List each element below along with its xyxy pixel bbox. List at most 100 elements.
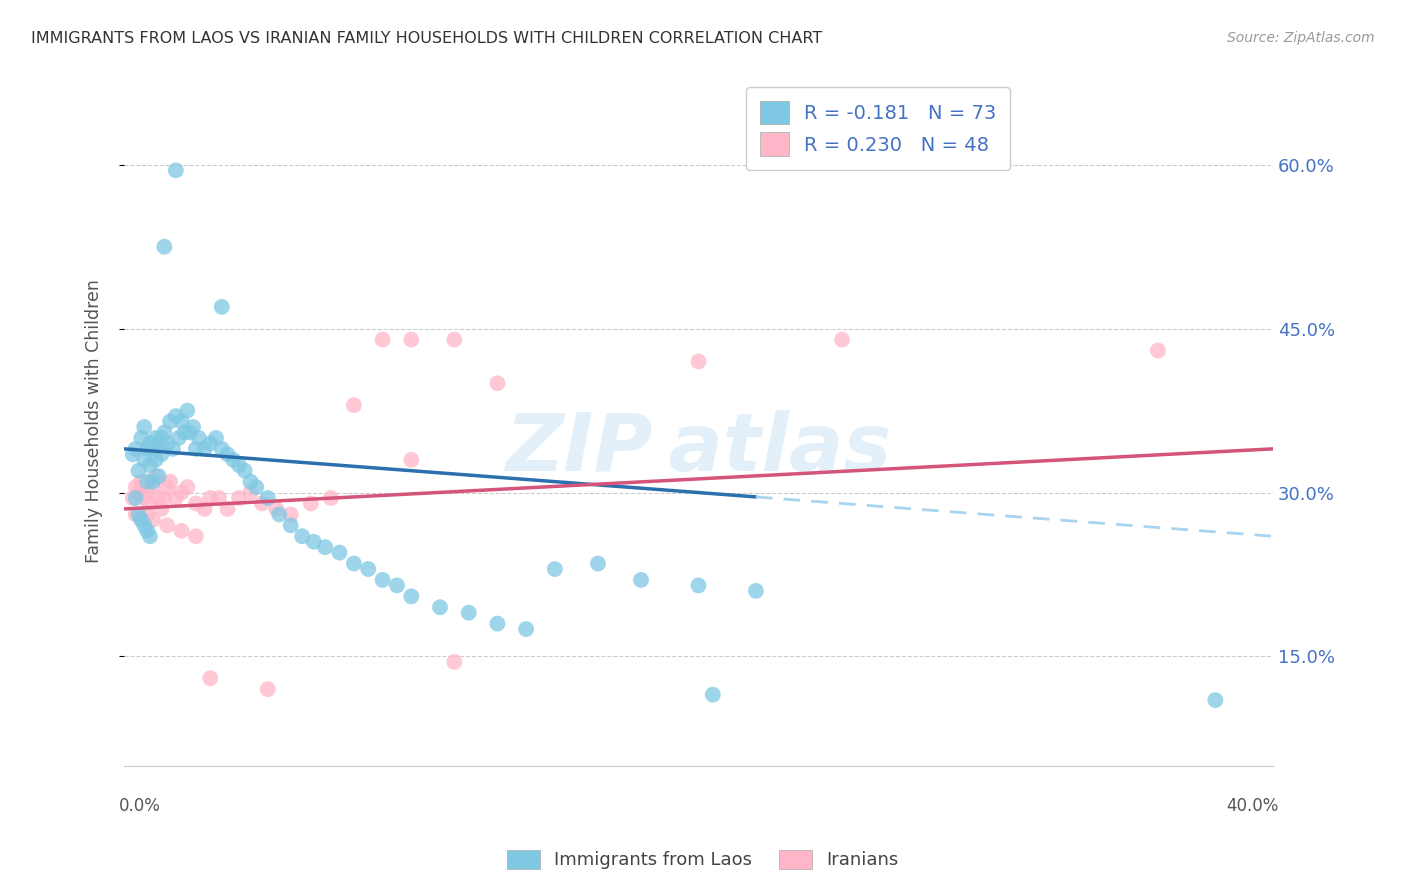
Point	[165, 163, 187, 178]
Point	[357, 562, 380, 576]
Point	[134, 420, 156, 434]
Point	[269, 508, 291, 522]
Point	[630, 573, 652, 587]
Point	[136, 475, 159, 489]
Point	[233, 464, 256, 478]
Point	[401, 333, 423, 347]
Point	[128, 464, 150, 478]
Point	[702, 688, 724, 702]
Point	[401, 452, 423, 467]
Point	[153, 425, 176, 440]
Point	[486, 616, 509, 631]
Point	[142, 475, 165, 489]
Point	[688, 578, 710, 592]
Point	[159, 475, 181, 489]
Point	[443, 333, 465, 347]
Point	[211, 300, 233, 314]
Point	[142, 480, 165, 494]
Point	[124, 480, 146, 494]
Point	[193, 502, 215, 516]
Point	[139, 458, 162, 473]
Point	[173, 425, 195, 440]
Point	[401, 590, 423, 604]
Point	[170, 415, 193, 429]
Point	[162, 442, 184, 456]
Point	[121, 491, 143, 505]
Point	[153, 240, 176, 254]
Point	[165, 409, 187, 423]
Point	[200, 671, 222, 685]
Point	[148, 491, 170, 505]
Point	[200, 436, 222, 450]
Point	[139, 529, 162, 543]
Point	[302, 534, 325, 549]
Point	[205, 431, 228, 445]
Point	[184, 442, 207, 456]
Point	[256, 682, 278, 697]
Point	[385, 578, 408, 592]
Point	[314, 540, 336, 554]
Point	[181, 420, 204, 434]
Point	[515, 622, 537, 636]
Point	[217, 447, 239, 461]
Point	[319, 491, 342, 505]
Point	[343, 398, 366, 412]
Point	[200, 491, 222, 505]
Point	[222, 452, 245, 467]
Point	[179, 425, 201, 440]
Point	[165, 491, 187, 505]
Point	[184, 496, 207, 510]
Point	[429, 600, 451, 615]
Point	[124, 508, 146, 522]
Point	[148, 469, 170, 483]
Point	[250, 496, 273, 510]
Legend: R = -0.181   N = 73, R = 0.230   N = 48: R = -0.181 N = 73, R = 0.230 N = 48	[747, 87, 1011, 169]
Legend: Immigrants from Laos, Iranians: Immigrants from Laos, Iranians	[498, 841, 908, 879]
Point	[688, 354, 710, 368]
Point	[124, 442, 146, 456]
Point	[187, 431, 209, 445]
Point	[586, 557, 609, 571]
Point	[156, 518, 179, 533]
Point	[131, 513, 153, 527]
Point	[150, 447, 173, 461]
Point	[156, 436, 179, 450]
Point	[256, 491, 278, 505]
Point	[228, 458, 250, 473]
Point	[159, 415, 181, 429]
Point	[239, 475, 262, 489]
Y-axis label: Family Households with Children: Family Households with Children	[86, 279, 103, 564]
Point	[193, 442, 215, 456]
Point	[280, 518, 302, 533]
Point	[486, 376, 509, 391]
Point	[544, 562, 567, 576]
Text: 0.0%: 0.0%	[118, 797, 160, 814]
Point	[266, 502, 288, 516]
Point	[328, 546, 350, 560]
Point	[745, 583, 768, 598]
Point	[148, 436, 170, 450]
Point	[128, 508, 150, 522]
Point	[145, 469, 167, 483]
Point	[128, 485, 150, 500]
Point	[170, 524, 193, 538]
Point	[150, 502, 173, 516]
Point	[139, 496, 162, 510]
Point	[131, 513, 153, 527]
Point	[136, 442, 159, 456]
Point	[139, 436, 162, 450]
Point	[228, 491, 250, 505]
Point	[176, 480, 198, 494]
Point	[156, 480, 179, 494]
Point	[184, 529, 207, 543]
Text: Source: ZipAtlas.com: Source: ZipAtlas.com	[1227, 31, 1375, 45]
Point	[291, 529, 314, 543]
Point	[211, 442, 233, 456]
Point	[280, 508, 302, 522]
Point	[176, 403, 198, 417]
Point	[131, 475, 153, 489]
Text: IMMIGRANTS FROM LAOS VS IRANIAN FAMILY HOUSEHOLDS WITH CHILDREN CORRELATION CHAR: IMMIGRANTS FROM LAOS VS IRANIAN FAMILY H…	[31, 31, 823, 46]
Point	[167, 431, 190, 445]
Point	[457, 606, 479, 620]
Point	[299, 496, 322, 510]
